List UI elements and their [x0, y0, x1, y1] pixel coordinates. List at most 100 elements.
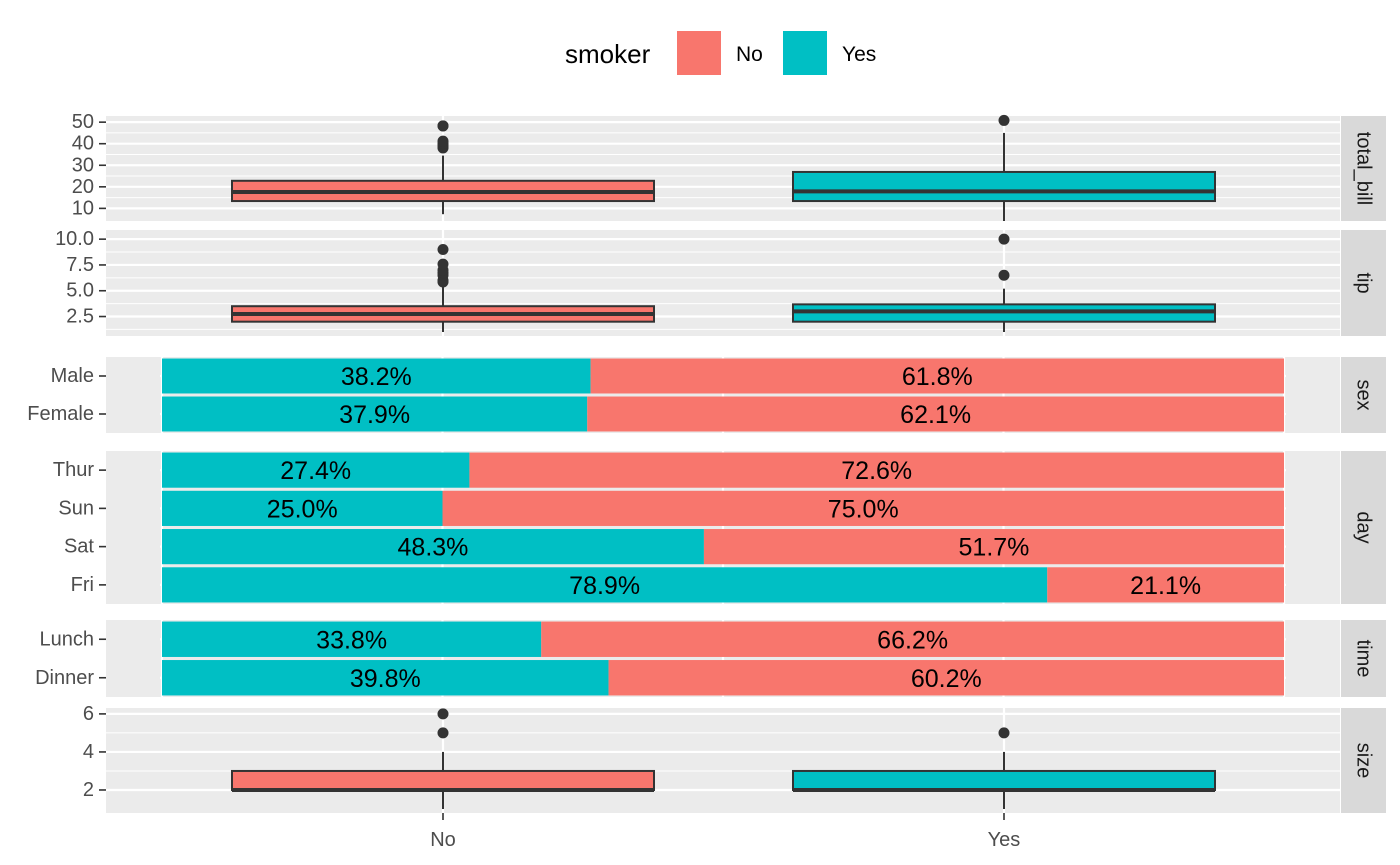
- outlier-point: [437, 708, 449, 720]
- bar-label-yes: 78.9%: [569, 572, 640, 600]
- y-tick-label: 4: [83, 741, 94, 763]
- bar-segment-yes: [162, 660, 609, 696]
- y-tick-label: 10.0: [55, 228, 94, 250]
- legend-label-no: No: [736, 43, 763, 66]
- strip-background: [1341, 357, 1386, 433]
- boxplot-yes: [792, 233, 1216, 332]
- bar-segment-no: [541, 621, 1284, 657]
- legend-label-yes: Yes: [842, 43, 876, 66]
- strip-label-size: size: [1353, 743, 1375, 779]
- bar-label-yes: 33.8%: [316, 626, 387, 654]
- bar-segment-yes: [162, 621, 542, 657]
- y-tick-label: Thur: [53, 459, 94, 481]
- bar-label-no: 72.6%: [841, 457, 912, 485]
- panel-sex: sex 38.2% 61.8% Male 37.9% 62.1% Female: [27, 357, 1386, 433]
- bar-segment-no: [469, 452, 1285, 488]
- strip-background: [1341, 620, 1386, 697]
- outlier-point: [437, 120, 449, 132]
- bar-label-no: 60.2%: [911, 665, 982, 693]
- y-tick-label: 30: [72, 154, 94, 176]
- bar-label-no: 21.1%: [1130, 572, 1201, 600]
- bar-row-female: 37.9% 62.1% Female: [27, 396, 1286, 432]
- bar-label-no: 75.0%: [828, 495, 899, 523]
- y-tick-label: Sat: [64, 536, 94, 558]
- y-tick-label: Fri: [71, 574, 94, 596]
- strip-background: [1341, 116, 1386, 221]
- legend-key-yes: [783, 31, 827, 75]
- bar-row-dinner: 39.8% 60.2% Dinner: [35, 660, 1286, 696]
- outlier-point: [998, 727, 1010, 739]
- legend: smoker No Yes: [565, 31, 876, 75]
- outlier-point: [998, 233, 1010, 245]
- bar-segment-no: [590, 358, 1284, 394]
- bar-segment-yes: [162, 529, 704, 565]
- y-tick-label: Lunch: [40, 628, 95, 650]
- x-tick-label-yes: Yes: [988, 829, 1021, 851]
- bar-label-yes: 39.8%: [350, 665, 421, 693]
- bar-segment-yes: [162, 567, 1048, 603]
- y-tick-label: 2: [83, 779, 94, 801]
- bar-label-yes: 25.0%: [267, 495, 338, 523]
- strip-background: [1341, 230, 1386, 336]
- bar-label-yes: 48.3%: [398, 534, 469, 562]
- y-tick-label: Sun: [58, 497, 94, 519]
- bar-label-no: 62.1%: [900, 401, 971, 429]
- bar-label-yes: 38.2%: [341, 363, 412, 391]
- strip-label-sex: sex: [1353, 379, 1375, 410]
- boxplot-no: [231, 708, 655, 809]
- legend-key-no: [677, 31, 721, 75]
- bar-label-yes: 37.9%: [339, 401, 410, 429]
- panel-background: [106, 708, 1340, 813]
- y-tick-label: 7.5: [66, 254, 94, 276]
- box-body: [792, 769, 1216, 791]
- y-tick-label: Female: [27, 403, 94, 425]
- bar-segment-no: [587, 396, 1284, 432]
- legend-title: smoker: [565, 39, 651, 69]
- boxplot-yes: [792, 114, 1216, 221]
- bar-segment-yes: [162, 358, 591, 394]
- bar-label-no: 51.7%: [959, 534, 1030, 562]
- bar-segment-no: [608, 660, 1284, 696]
- bar-row-fri: 78.9% 21.1% Fri: [71, 567, 1286, 603]
- bar-segment-no: [1047, 567, 1284, 603]
- y-tick-label: 6: [83, 703, 94, 725]
- bar-row-sun: 25.0% 75.0% Sun: [58, 490, 1286, 526]
- outlier-point: [437, 243, 449, 255]
- panel-time: time 33.8% 66.2% Lunch 39.8% 60.2% Dinner: [35, 620, 1386, 697]
- panel-day: day 27.4% 72.6% Thur 25.0% 75.0% Sun 48.3% 51.7%…: [53, 451, 1386, 604]
- boxplot-no: [231, 120, 655, 215]
- bar-label-no: 61.8%: [902, 363, 973, 391]
- panel-size: size 2 4 6: [83, 703, 1386, 813]
- y-tick-label: 40: [72, 133, 94, 155]
- x-tick-label-no: No: [430, 829, 456, 851]
- y-tick-label: 50: [72, 111, 94, 133]
- boxplot-yes: [792, 727, 1216, 809]
- outlier-point: [437, 727, 449, 739]
- outlier-point: [437, 135, 449, 147]
- y-tick-label: 10: [72, 197, 94, 219]
- y-tick-label: 2.5: [66, 306, 94, 328]
- outlier-point: [998, 114, 1010, 126]
- strip-label-time: time: [1353, 640, 1375, 678]
- strip-label-tip: tip: [1353, 272, 1375, 293]
- bar-label-no: 66.2%: [877, 626, 948, 654]
- bar-segment-no: [442, 490, 1284, 526]
- bar-segment-yes: [162, 490, 443, 526]
- bar-row-lunch: 33.8% 66.2% Lunch: [40, 621, 1286, 657]
- box-body: [792, 170, 1216, 203]
- strip-label-day: day: [1353, 511, 1375, 543]
- bar-segment-yes: [162, 452, 470, 488]
- bar-row-sat: 48.3% 51.7% Sat: [64, 529, 1286, 565]
- bar-row-male: 38.2% 61.8% Male: [51, 358, 1286, 394]
- bar-segment-yes: [162, 396, 588, 432]
- boxplot-no: [231, 243, 655, 332]
- panel-background: [106, 116, 1340, 221]
- bar-label-yes: 27.4%: [280, 457, 351, 485]
- panel-tip: tip 2.5 5.0 7.5 10.0: [55, 228, 1386, 336]
- x-axis: No Yes: [430, 813, 1020, 851]
- y-tick-label: 20: [72, 176, 94, 198]
- strip-background: [1341, 708, 1386, 813]
- strip-background: [1341, 451, 1386, 604]
